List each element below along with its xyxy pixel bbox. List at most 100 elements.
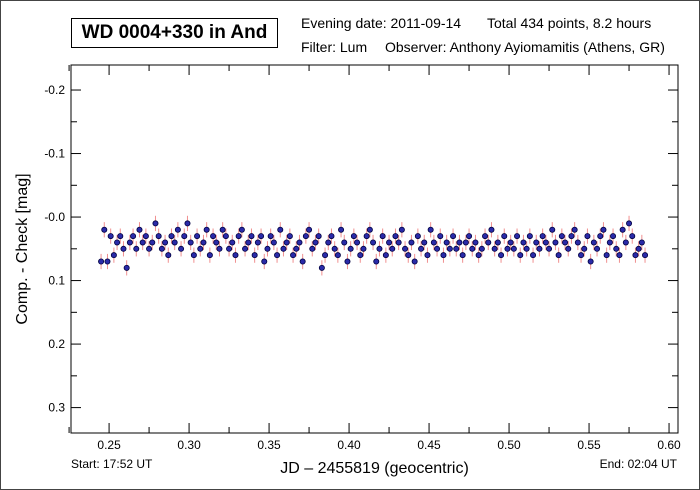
data-point: [254, 239, 261, 246]
data-point: [456, 239, 463, 246]
data-point: [392, 233, 399, 240]
data-point: [450, 233, 457, 240]
data-point: [549, 226, 556, 233]
data-point: [184, 220, 191, 227]
data-point: [331, 245, 338, 252]
data-point: [382, 252, 389, 259]
y-tick-label: 0.2: [48, 337, 65, 351]
data-point: [626, 220, 633, 227]
data-point: [312, 239, 319, 246]
data-point: [373, 258, 380, 265]
data-point: [315, 233, 322, 240]
data-point: [350, 233, 357, 240]
data-point: [542, 239, 549, 246]
data-point: [210, 233, 217, 240]
data-point: [251, 252, 258, 259]
data-point: [98, 258, 105, 265]
data-point: [123, 264, 130, 271]
data-point: [552, 239, 559, 246]
data-point: [638, 239, 645, 246]
total-points: Total 434 points, 8.2 hours: [487, 15, 652, 31]
x-tick-label: 0.35: [257, 438, 281, 452]
data-point: [232, 252, 239, 259]
data-point: [226, 245, 233, 252]
data-point: [494, 239, 501, 246]
data-point: [165, 252, 172, 259]
data-point: [235, 233, 242, 240]
data-point: [200, 239, 207, 246]
data-point: [504, 245, 511, 252]
data-point: [485, 239, 492, 246]
data-point: [507, 239, 514, 246]
y-tick-label: -0.1: [44, 147, 65, 161]
data-point: [104, 258, 111, 265]
data-point: [267, 233, 274, 240]
data-point: [398, 226, 405, 233]
data-point: [306, 226, 313, 233]
data-point: [526, 233, 533, 240]
observer-label: Observer: Anthony Ayiomamitis (Athens, G…: [385, 39, 665, 55]
data-point: [610, 233, 617, 240]
data-point: [488, 226, 495, 233]
data-point: [619, 226, 626, 233]
data-point: [290, 252, 297, 259]
data-point: [283, 239, 290, 246]
data-point: [142, 233, 149, 240]
data-point: [334, 252, 341, 259]
data-point: [117, 233, 124, 240]
y-tick-label: -0.2: [44, 83, 65, 97]
data-point: [242, 245, 249, 252]
data-point: [555, 252, 562, 259]
data-point: [379, 233, 386, 240]
data-point: [546, 245, 553, 252]
data-point: [389, 245, 396, 252]
data-point: [501, 233, 508, 240]
data-point: [642, 252, 649, 259]
data-point: [578, 252, 585, 259]
data-point: [155, 233, 162, 240]
data-point: [229, 239, 236, 246]
data-point: [293, 245, 300, 252]
data-point: [558, 233, 565, 240]
data-point: [222, 233, 229, 240]
x-tick-label: 0.40: [337, 438, 361, 452]
data-point: [133, 245, 140, 252]
data-point: [261, 258, 268, 265]
data-point: [258, 233, 265, 240]
data-point: [440, 252, 447, 259]
data-point: [197, 245, 204, 252]
data-point: [114, 239, 121, 246]
chart-title: WD 0004+330 in And: [71, 18, 278, 48]
data-point: [363, 233, 370, 240]
x-tick-label: 0.25: [97, 438, 121, 452]
data-point: [418, 245, 425, 252]
data-point: [402, 245, 409, 252]
data-point: [453, 245, 460, 252]
data-point: [181, 233, 188, 240]
start-time: Start: 17:52 UT: [71, 457, 153, 471]
data-point: [491, 245, 498, 252]
data-point: [347, 245, 354, 252]
data-point: [472, 239, 479, 246]
data-point: [136, 226, 143, 233]
data-point: [296, 239, 303, 246]
y-tick-label: 0.1: [48, 274, 65, 288]
data-point: [174, 226, 181, 233]
data-point: [395, 239, 402, 246]
data-point: [194, 233, 201, 240]
data-point: [498, 252, 505, 259]
end-time: End: 02:04 UT: [599, 457, 677, 471]
data-point: [101, 226, 108, 233]
data-point: [421, 239, 428, 246]
data-point: [587, 258, 594, 265]
data-point: [603, 252, 610, 259]
data-point: [206, 252, 213, 259]
data-point: [443, 239, 450, 246]
data-point: [110, 252, 117, 259]
data-point: [277, 226, 284, 233]
data-point: [270, 239, 277, 246]
data-point: [325, 239, 332, 246]
data-point: [430, 239, 437, 246]
data-point: [171, 239, 178, 246]
